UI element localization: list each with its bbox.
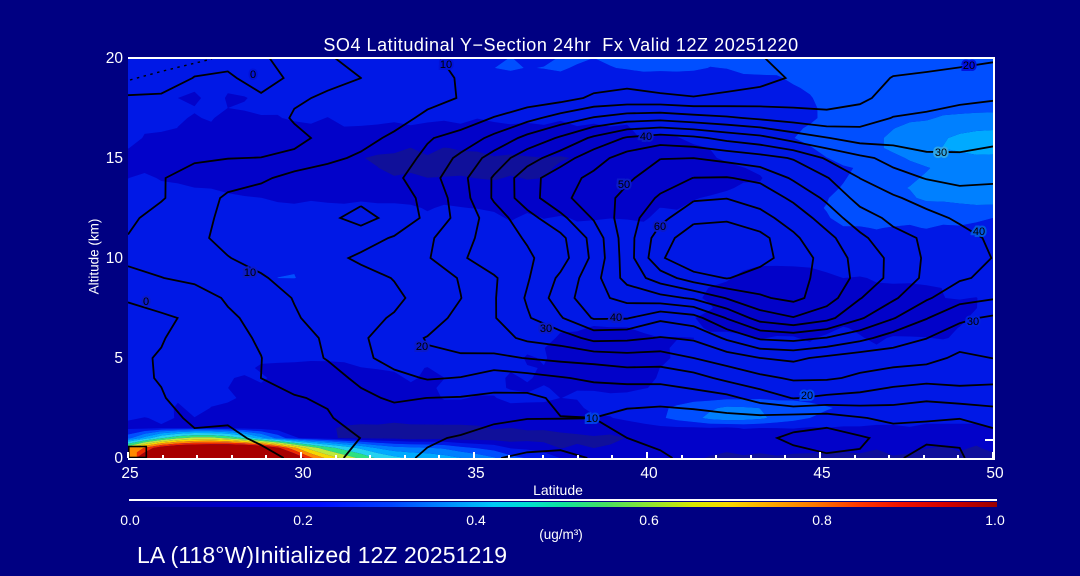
svg-text:50: 50 [618, 179, 630, 191]
svg-text:40: 40 [610, 312, 622, 324]
svg-text:40: 40 [640, 131, 652, 143]
svg-text:10: 10 [440, 59, 452, 71]
svg-text:10: 10 [586, 413, 598, 425]
svg-text:40: 40 [973, 226, 985, 238]
svg-text:20: 20 [416, 341, 428, 353]
svg-text:0: 0 [143, 296, 149, 308]
svg-text:0: 0 [250, 69, 256, 81]
svg-text:30: 30 [540, 323, 552, 335]
svg-text:10: 10 [244, 267, 256, 279]
svg-text:20: 20 [801, 390, 813, 402]
svg-text:20: 20 [963, 60, 975, 72]
svg-text:30: 30 [967, 316, 979, 328]
svg-text:30: 30 [935, 147, 947, 159]
svg-text:60: 60 [654, 221, 666, 233]
